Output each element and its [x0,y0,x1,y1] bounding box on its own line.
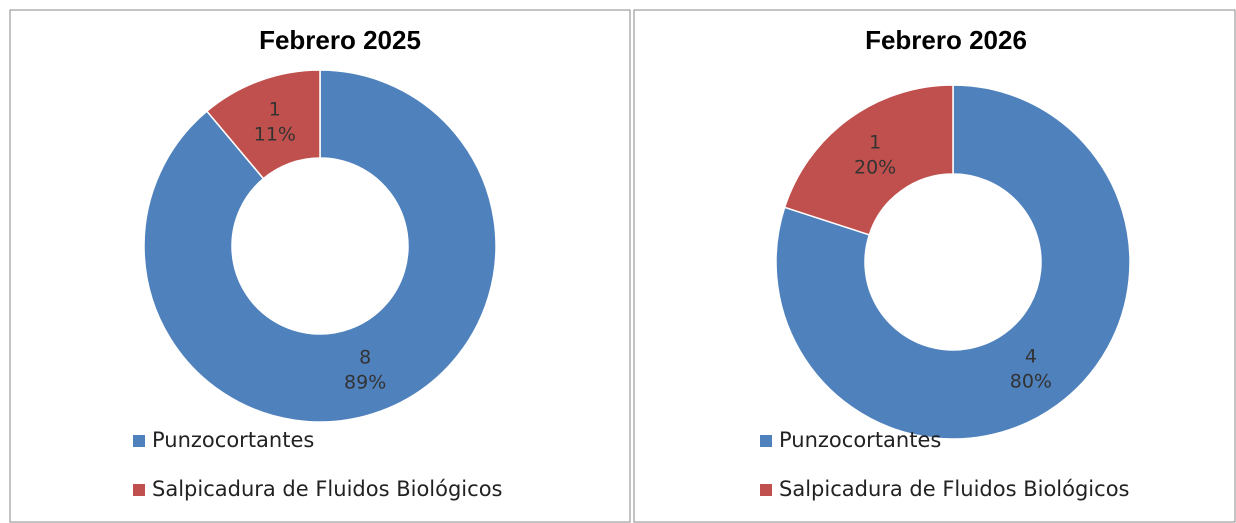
data-label: 20% [854,156,896,178]
chart-title: Febrero 2026 [865,25,1027,55]
chart-title: Febrero 2025 [259,25,421,55]
legend-swatch [760,484,772,496]
donut-segment [205,69,321,180]
donut-segment [775,84,1131,440]
donut-segment [143,69,497,423]
data-label: 89% [344,372,386,394]
donut-segment [783,84,954,236]
legend-swatch [133,484,145,496]
data-label: 4 [1025,346,1037,368]
legend-label: Salpicadura de Fluidos Biológicos [152,477,502,501]
data-label: 8 [359,347,371,369]
data-label: 11% [254,123,296,145]
data-label: 1 [869,131,881,153]
data-label: 80% [1010,371,1052,393]
legend-label: Punzocortantes [779,428,941,452]
legend-swatch [760,435,772,447]
data-label: 1 [269,98,281,120]
legend-swatch [133,435,145,447]
legend-label: Salpicadura de Fluidos Biológicos [779,477,1129,501]
legend-label: Punzocortantes [152,428,314,452]
